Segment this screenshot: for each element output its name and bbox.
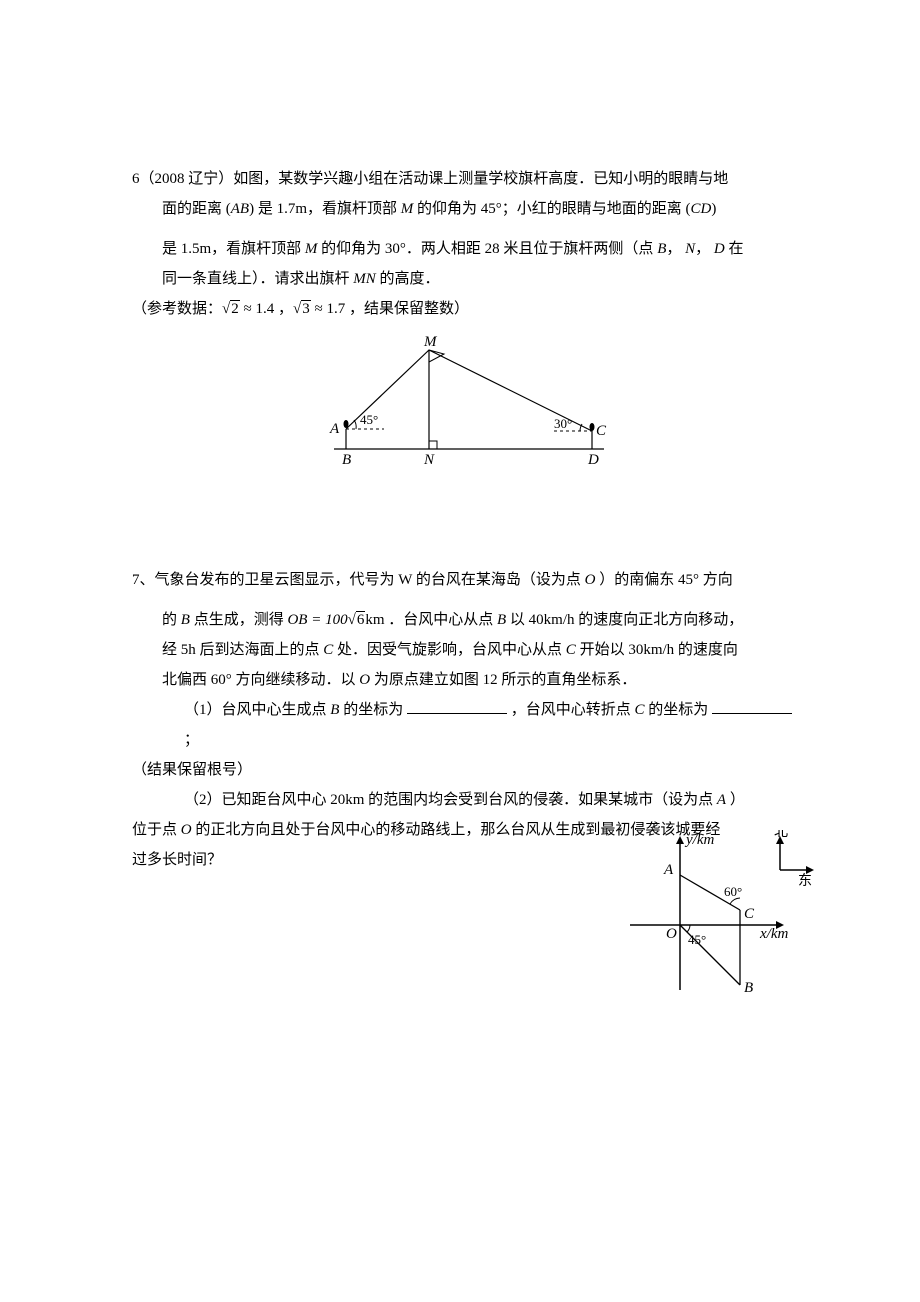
svg-text:B: B — [744, 980, 753, 996]
svg-text:A: A — [663, 862, 674, 878]
p7-line7: （2）已知距台风中心 20km 的范围内均会受到台风的侵袭．如果某城市（设为点 … — [132, 785, 805, 815]
p6-figure: M A C B N D 45° 30° — [132, 334, 805, 485]
svg-text:x/km: x/km — [759, 926, 788, 942]
flagpole-diagram: M A C B N D 45° 30° — [324, 334, 614, 474]
svg-text:C: C — [596, 423, 607, 439]
typhoon-diagram: 北 东 y/km x/km O 45° 60° A — [620, 830, 820, 1010]
svg-text:N: N — [423, 452, 435, 468]
svg-text:y/km: y/km — [684, 832, 714, 848]
svg-text:B: B — [342, 452, 351, 468]
svg-text:60°: 60° — [724, 884, 742, 899]
p7-line6: （结果保留根号） — [132, 755, 805, 785]
svg-text:D: D — [587, 452, 599, 468]
svg-text:45°: 45° — [360, 412, 378, 427]
p6-source: （2008 辽宁） — [140, 171, 234, 187]
p7-line3: 经 5h 后到达海面上的点 C 处．因受气旋影响，台风中心从点 C 开始以 30… — [132, 635, 805, 665]
svg-text:东: 东 — [798, 873, 812, 889]
p7-line2: 的 B 点生成，测得 OB = 1006km ．台风中心从点 B 以 40km/… — [132, 605, 805, 635]
p6-line2: 面的距离 (AB) 是 1.7m，看旗杆顶部 M 的仰角为 45°；小红的眼睛与… — [132, 194, 805, 224]
p7-num: 7 — [132, 572, 140, 588]
p7-line4: 北偏西 60° 方向继续移动．以 O 为原点建立如图 12 所示的直角坐标系． — [132, 665, 805, 695]
p6-line3: 是 1.5m，看旗杆顶部 M 的仰角为 30°．两人相距 28 米且位于旗杆两侧… — [132, 234, 805, 264]
p6-line5: （参考数据：2 ≈ 1.4 ，3 ≈ 1.7 ，结果保留整数） — [132, 294, 805, 324]
blank-B — [407, 699, 507, 714]
p6-l1a: 如图，某数学兴趣小组在活动课上测量学校旗杆高度．已知小明的眼睛与地 — [233, 171, 728, 187]
problem-7: 7、气象台发布的卫星云图显示，代号为 W 的台风在某海岛（设为点 O ）的南偏东… — [132, 565, 805, 875]
p7-line5: （1）台风中心生成点 B 的坐标为 ，台风中心转折点 C 的坐标为 ； — [132, 695, 805, 755]
svg-text:A: A — [329, 421, 340, 437]
svg-text:M: M — [423, 334, 438, 350]
svg-text:45°: 45° — [688, 932, 706, 947]
p6-num: 6 — [132, 171, 140, 187]
svg-text:O: O — [666, 926, 677, 942]
blank-C — [712, 699, 792, 714]
p6-line4: 同一条直线上）．请求出旗杆 MN 的高度． — [132, 264, 805, 294]
p7-figure: 北 东 y/km x/km O 45° 60° A — [620, 830, 820, 1021]
svg-text:北: 北 — [774, 830, 788, 840]
p6-line1: 6（2008 辽宁）如图，某数学兴趣小组在活动课上测量学校旗杆高度．已知小明的眼… — [132, 164, 805, 194]
problem-6: 6（2008 辽宁）如图，某数学兴趣小组在活动课上测量学校旗杆高度．已知小明的眼… — [132, 164, 805, 485]
svg-text:C: C — [744, 906, 755, 922]
svg-text:30°: 30° — [554, 416, 572, 431]
p7-line1: 7、气象台发布的卫星云图显示，代号为 W 的台风在某海岛（设为点 O ）的南偏东… — [132, 565, 805, 595]
